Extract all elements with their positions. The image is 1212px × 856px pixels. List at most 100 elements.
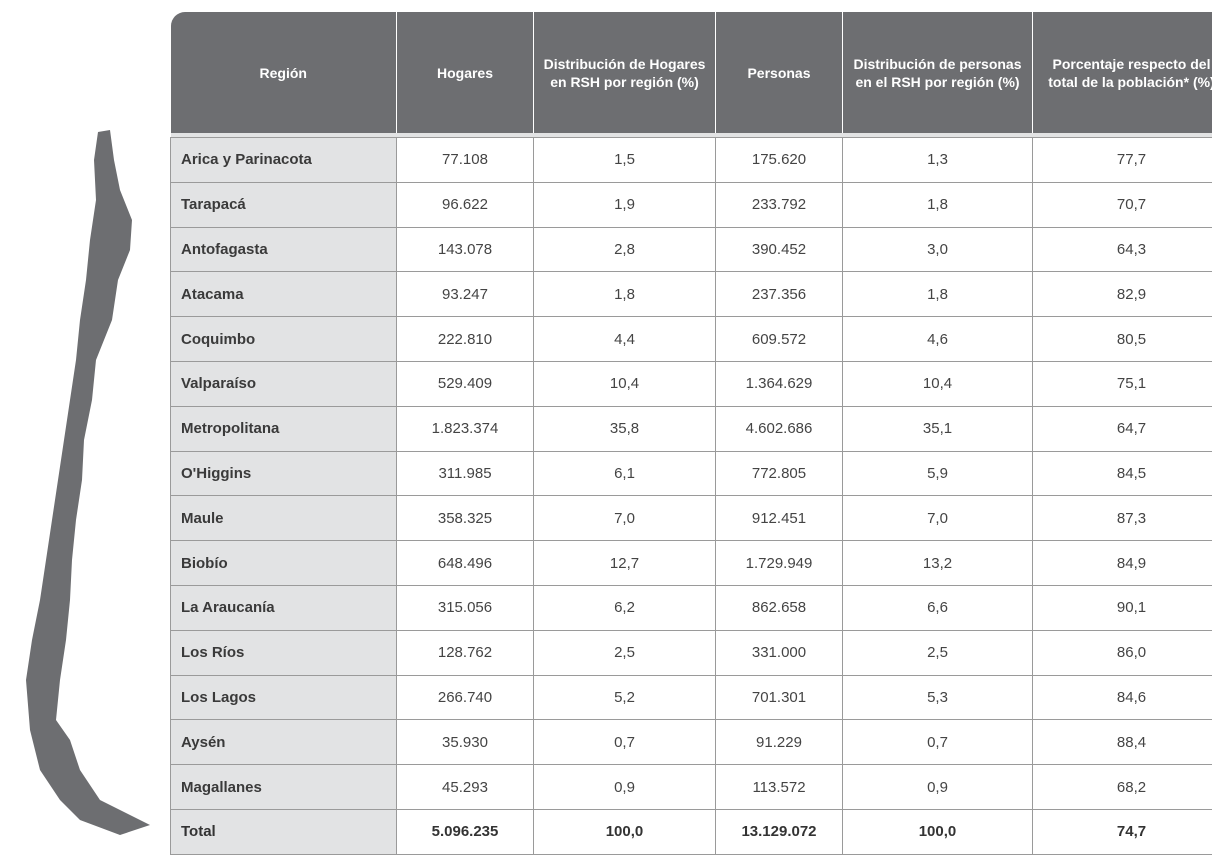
value-cell: 701.301: [715, 674, 843, 721]
value-cell: 13,2: [842, 540, 1033, 586]
chile-map: [26, 130, 150, 835]
column-header: Personas: [715, 12, 843, 133]
value-cell: 3,0: [842, 226, 1033, 273]
data-table: Región Hogares Distribución de Hogares en …: [170, 12, 1212, 855]
total-row: Total 5.096.235 100,0 13.129.072 100,0 74,7: [170, 808, 1212, 855]
value-cell: 0,9: [533, 764, 716, 810]
value-cell: 10,4: [842, 360, 1033, 407]
value-cell: 1,5: [533, 137, 716, 183]
table-row: Antofagasta 143.078 2,8 390.452 3,0 64,3: [170, 226, 1212, 273]
value-cell: 64,3: [1032, 226, 1212, 273]
value-cell: 82,9: [1032, 271, 1212, 318]
value-cell: 266.740: [396, 674, 534, 721]
table-row: Los Ríos 128.762 2,5 331.000 2,5 86,0: [170, 629, 1212, 676]
value-cell: 233.792: [715, 181, 843, 228]
column-header: Distribución de personas en el RSH por r…: [842, 12, 1033, 133]
value-cell: 331.000: [715, 629, 843, 676]
value-cell: 862.658: [715, 584, 843, 631]
value-cell: 1,8: [842, 271, 1033, 318]
spacer-cell: [170, 133, 1212, 138]
value-cell: 0,7: [842, 719, 1033, 766]
value-cell: 100,0: [842, 808, 1033, 855]
spacer: [170, 133, 1212, 138]
table-row: Los Lagos 266.740 5,2 701.301 5,3 84,6: [170, 674, 1212, 721]
table-row: Tarapacá 96.622 1,9 233.792 1,8 70,7: [170, 181, 1212, 228]
value-cell: 4,4: [533, 316, 716, 362]
region-cell: Maule: [170, 495, 397, 542]
value-cell: 315.056: [396, 584, 534, 631]
value-cell: 6,6: [842, 584, 1033, 631]
region-cell: Los Lagos: [170, 674, 397, 721]
value-cell: 609.572: [715, 316, 843, 362]
value-cell: 12,7: [533, 540, 716, 586]
value-cell: 772.805: [715, 450, 843, 497]
value-cell: 84,5: [1032, 450, 1212, 497]
value-cell: 1.729.949: [715, 540, 843, 586]
table-row: Metropolitana 1.823.374 35,8 4.602.686 35,1 6…: [170, 405, 1212, 452]
region-cell: Total: [170, 808, 397, 855]
value-cell: 0,9: [842, 764, 1033, 810]
table-row: Atacama 93.247 1,8 237.356 1,8 82,9: [170, 271, 1212, 318]
table-row: Arica y Parinacota 77.108 1,5 175.620 1,3 77,…: [170, 137, 1212, 183]
region-cell: O'Higgins: [170, 450, 397, 497]
column-header: Porcentaje respecto del total de la pobl…: [1032, 12, 1212, 133]
value-cell: 1.364.629: [715, 360, 843, 407]
column-header: Distribución de Hogares en RSH por regió…: [533, 12, 716, 133]
table-row: O'Higgins 311.985 6,1 772.805 5,9 84,5: [170, 450, 1212, 497]
column-header: Región: [170, 12, 397, 133]
value-cell: 143.078: [396, 226, 534, 273]
value-cell: 912.451: [715, 495, 843, 542]
value-cell: 4,6: [842, 316, 1033, 362]
region-cell: La Araucanía: [170, 584, 397, 631]
value-cell: 86,0: [1032, 629, 1212, 676]
value-cell: 311.985: [396, 450, 534, 497]
value-cell: 113.572: [715, 764, 843, 810]
value-cell: 5,2: [533, 674, 716, 721]
region-cell: Tarapacá: [170, 181, 397, 228]
value-cell: 5,3: [842, 674, 1033, 721]
map-shape: [26, 130, 150, 835]
value-cell: 358.325: [396, 495, 534, 542]
value-cell: 128.762: [396, 629, 534, 676]
value-cell: 93.247: [396, 271, 534, 318]
value-cell: 2,8: [533, 226, 716, 273]
value-cell: 7,0: [533, 495, 716, 542]
value-cell: 175.620: [715, 137, 843, 183]
table-row: La Araucanía 315.056 6,2 862.658 6,6 90,1: [170, 584, 1212, 631]
value-cell: 91.229: [715, 719, 843, 766]
value-cell: 390.452: [715, 226, 843, 273]
value-cell: 1,8: [533, 271, 716, 318]
table-row: Coquimbo 222.810 4,4 609.572 4,6 80,5: [170, 316, 1212, 362]
region-cell: Coquimbo: [170, 316, 397, 362]
region-cell: Valparaíso: [170, 360, 397, 407]
region-cell: Los Ríos: [170, 629, 397, 676]
value-cell: 6,1: [533, 450, 716, 497]
value-cell: 75,1: [1032, 360, 1212, 407]
value-cell: 35.930: [396, 719, 534, 766]
value-cell: 222.810: [396, 316, 534, 362]
value-cell: 5.096.235: [396, 808, 534, 855]
value-cell: 64,7: [1032, 405, 1212, 452]
value-cell: 84,6: [1032, 674, 1212, 721]
value-cell: 88,4: [1032, 719, 1212, 766]
value-cell: 5,9: [842, 450, 1033, 497]
value-cell: 84,9: [1032, 540, 1212, 586]
value-cell: 1.823.374: [396, 405, 534, 452]
value-cell: 70,7: [1032, 181, 1212, 228]
value-cell: 648.496: [396, 540, 534, 586]
table-row: Valparaíso 529.409 10,4 1.364.629 10,4 75,1: [170, 360, 1212, 407]
value-cell: 35,8: [533, 405, 716, 452]
value-cell: 0,7: [533, 719, 716, 766]
region-cell: Atacama: [170, 271, 397, 318]
region-cell: Antofagasta: [170, 226, 397, 273]
value-cell: 68,2: [1032, 764, 1212, 810]
value-cell: 7,0: [842, 495, 1033, 542]
table-row: Magallanes 45.293 0,9 113.572 0,9 68,2: [170, 764, 1212, 810]
value-cell: 4.602.686: [715, 405, 843, 452]
value-cell: 10,4: [533, 360, 716, 407]
value-cell: 6,2: [533, 584, 716, 631]
value-cell: 1,3: [842, 137, 1033, 183]
table-row: Maule 358.325 7,0 912.451 7,0 87,3: [170, 495, 1212, 542]
value-cell: 96.622: [396, 181, 534, 228]
